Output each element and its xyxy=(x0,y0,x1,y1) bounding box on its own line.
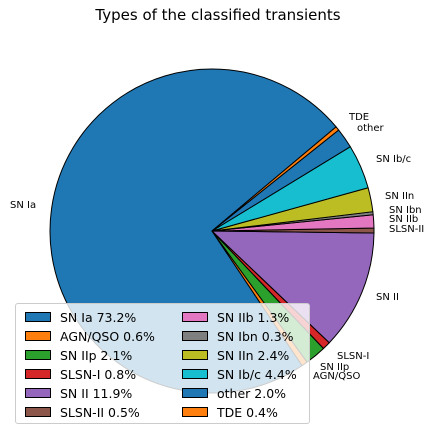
legend-swatch xyxy=(182,331,208,341)
legend-item: SLSN-II 0.5% xyxy=(25,403,140,421)
legend-swatch xyxy=(25,388,51,398)
legend-swatch xyxy=(25,312,51,322)
legend-label: SN Ibn 0.3% xyxy=(217,328,294,344)
legend-item: SN Ia 73.2% xyxy=(25,308,136,326)
legend-item: SN IIb 1.3% xyxy=(182,308,289,326)
legend-item: SN IIn 2.4% xyxy=(182,346,289,364)
legend-label: SN II 11.9% xyxy=(60,385,133,401)
chart-legend: SN Ia 73.2% AGN/QSO 0.6% SN IIp 2.1% SLSN-I… xyxy=(15,303,310,424)
legend-swatch xyxy=(182,312,208,322)
legend-label: SN Ia 73.2% xyxy=(60,309,137,325)
slice-label-agn-qso: AGN/QSO xyxy=(313,371,360,382)
legend-swatch xyxy=(25,331,51,341)
slice-label-other: other xyxy=(357,123,385,134)
legend-swatch xyxy=(182,407,208,417)
legend-item: SN Ib/c 4.4% xyxy=(182,365,297,383)
legend-label: AGN/QSO 0.6% xyxy=(60,328,155,344)
legend-swatch xyxy=(25,350,51,360)
legend-item: TDE 0.4% xyxy=(182,403,278,421)
legend-label: SLSN-I 0.8% xyxy=(60,366,137,382)
slice-label-slsn-ii: SLSN-II xyxy=(389,224,424,235)
chart-title: Types of the classified transients xyxy=(95,6,341,24)
legend-label: TDE 0.4% xyxy=(217,404,278,420)
slice-label-sn-ia: SN Ia xyxy=(10,200,36,211)
legend-swatch xyxy=(182,388,208,398)
legend-item: SLSN-I 0.8% xyxy=(25,365,136,383)
legend-swatch xyxy=(182,369,208,379)
legend-item: SN IIp 2.1% xyxy=(25,346,132,364)
slice-label-tde: TDE xyxy=(348,112,369,123)
slice-label-sn-iip: SN IIp xyxy=(320,362,349,373)
legend-swatch xyxy=(182,350,208,360)
legend-swatch xyxy=(25,407,51,417)
slice-label-sn-ii: SN II xyxy=(376,292,399,303)
slice-label-sn-ibn: SN Ibn xyxy=(389,205,422,216)
legend-label: SN IIp 2.1% xyxy=(60,347,133,363)
legend-label: SN IIn 2.4% xyxy=(217,347,290,363)
legend-label: other 2.0% xyxy=(217,385,287,401)
legend-item: AGN/QSO 0.6% xyxy=(25,327,155,345)
slice-label-slsn-i: SLSN-I xyxy=(337,351,369,362)
legend-swatch xyxy=(25,369,51,379)
slice-label-sn-ib-c: SN Ib/c xyxy=(376,154,411,165)
legend-item: SN Ibn 0.3% xyxy=(182,327,294,345)
slice-label-sn-iib: SN IIb xyxy=(389,214,418,225)
legend-item: other 2.0% xyxy=(182,384,286,402)
legend-label: SLSN-II 0.5% xyxy=(60,404,140,420)
slice-label-sn-iin: SN IIn xyxy=(385,191,414,202)
legend-item: SN II 11.9% xyxy=(25,384,132,402)
pie-slice-tde xyxy=(211,126,340,232)
pie-slice-sn-ii xyxy=(211,230,375,344)
legend-label: SN Ib/c 4.4% xyxy=(217,366,297,382)
legend-label: SN IIb 1.3% xyxy=(217,309,290,325)
